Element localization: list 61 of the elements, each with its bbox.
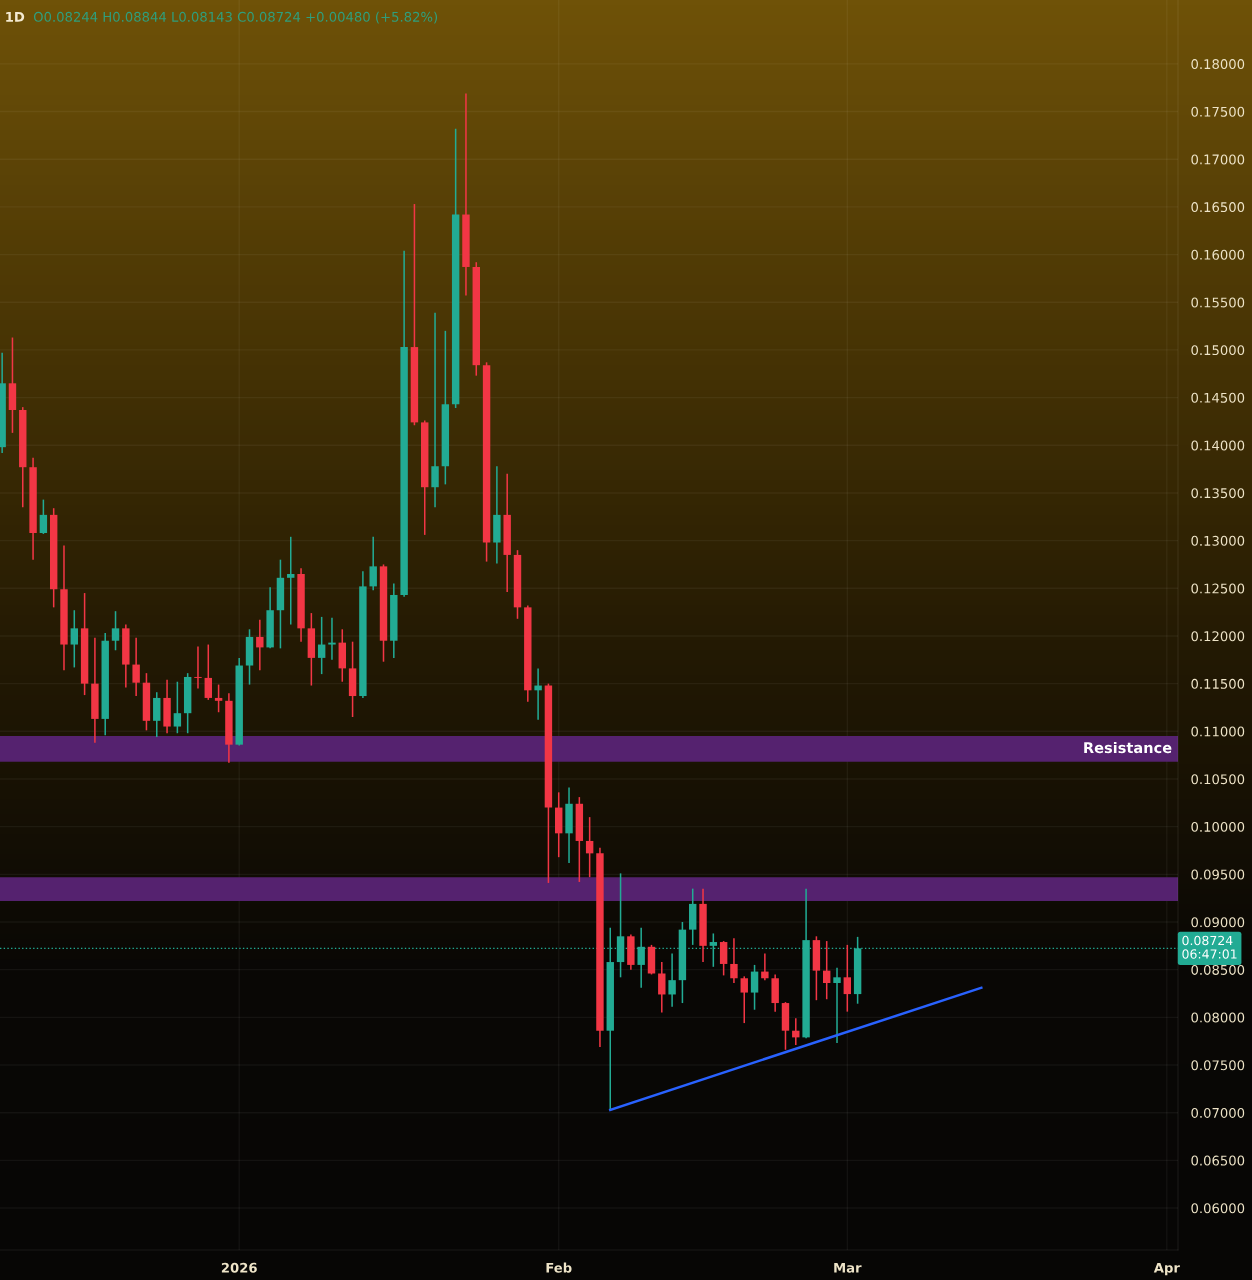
y-tick-label: 0.11500 (1191, 678, 1245, 689)
candlestick (719, 940, 728, 977)
candlestick (173, 680, 182, 734)
y-tick-label: 0.14500 (1191, 392, 1245, 403)
candlestick (730, 937, 738, 984)
x-tick-label: Mar (834, 1262, 862, 1273)
y-tick-label: 0.10000 (1191, 821, 1245, 832)
band-label: Resistance (1084, 741, 1172, 754)
text: 1D (6, 12, 25, 22)
y-tick-label: 0.10500 (1191, 774, 1245, 785)
y-tick-label: 0.18000 (1191, 59, 1245, 70)
y-tick-label: 0.15500 (1191, 297, 1245, 308)
y-tick-label: 0.12500 (1191, 583, 1245, 594)
candlestick (431, 311, 439, 509)
candlestick (214, 683, 223, 714)
y-tick-label: 0.14000 (1191, 440, 1245, 451)
y-tick-label: 0.07500 (1191, 1060, 1245, 1071)
candlestick (637, 926, 645, 989)
candlestick (153, 691, 161, 738)
candlestick (256, 618, 264, 672)
candlestick (369, 536, 377, 591)
candlestick (585, 816, 594, 878)
x-tick-label: Feb (546, 1262, 572, 1273)
candlestick (194, 645, 202, 690)
y-tick-label: 0.13500 (1191, 488, 1245, 499)
candlestick (740, 975, 748, 1024)
candlestick (833, 967, 841, 1044)
y-tick-label: 0.07000 (1191, 1107, 1245, 1118)
candlestick (39, 498, 48, 535)
y-tick-label: 0.08000 (1191, 1012, 1245, 1023)
candlestick (658, 961, 666, 1014)
candlestick (822, 940, 831, 1001)
candlestick (750, 964, 759, 1011)
y-tick-label: 0.16000 (1191, 249, 1245, 260)
y-tick-label: 0.15000 (1191, 345, 1245, 356)
y-tick-label: 0.09500 (1191, 869, 1245, 880)
y-tick-label: 0.06500 (1191, 1155, 1245, 1166)
y-tick-label: 0.12000 (1191, 631, 1245, 642)
text: O0.08244 H0.08844 L0.08143 C0.08724 +0.00480 (+5.82%) (33, 11, 438, 24)
ref-line-label: 0.08724 06:47:01 (1182, 935, 1237, 959)
candlestick (328, 617, 336, 661)
y-tick-label: 0.16500 (1191, 202, 1245, 213)
candlestick (132, 637, 140, 697)
candlestick (70, 609, 79, 669)
y-tick-label: 0.11000 (1191, 726, 1245, 737)
x-tick-label: Apr (1153, 1262, 1180, 1276)
candlestick (317, 616, 326, 675)
y-tick-label: 0.06000 (1191, 1203, 1245, 1214)
y-tick-label: 0.17500 (1191, 106, 1245, 117)
candlestick (204, 643, 212, 701)
candlestick (111, 610, 120, 652)
y-tick-label: 0.09000 (1191, 917, 1245, 928)
y-tick-label: 0.17000 (1191, 154, 1245, 165)
candlestick (287, 536, 295, 626)
y-tick-label: 0.13000 (1191, 535, 1245, 546)
y-tick-label: 0.08500 (1191, 964, 1245, 975)
candlestick (668, 952, 676, 1008)
x-tick-label: 2026 (221, 1262, 257, 1273)
candlestick (534, 667, 542, 721)
candlestick (761, 952, 769, 981)
candlestick (843, 944, 852, 1013)
